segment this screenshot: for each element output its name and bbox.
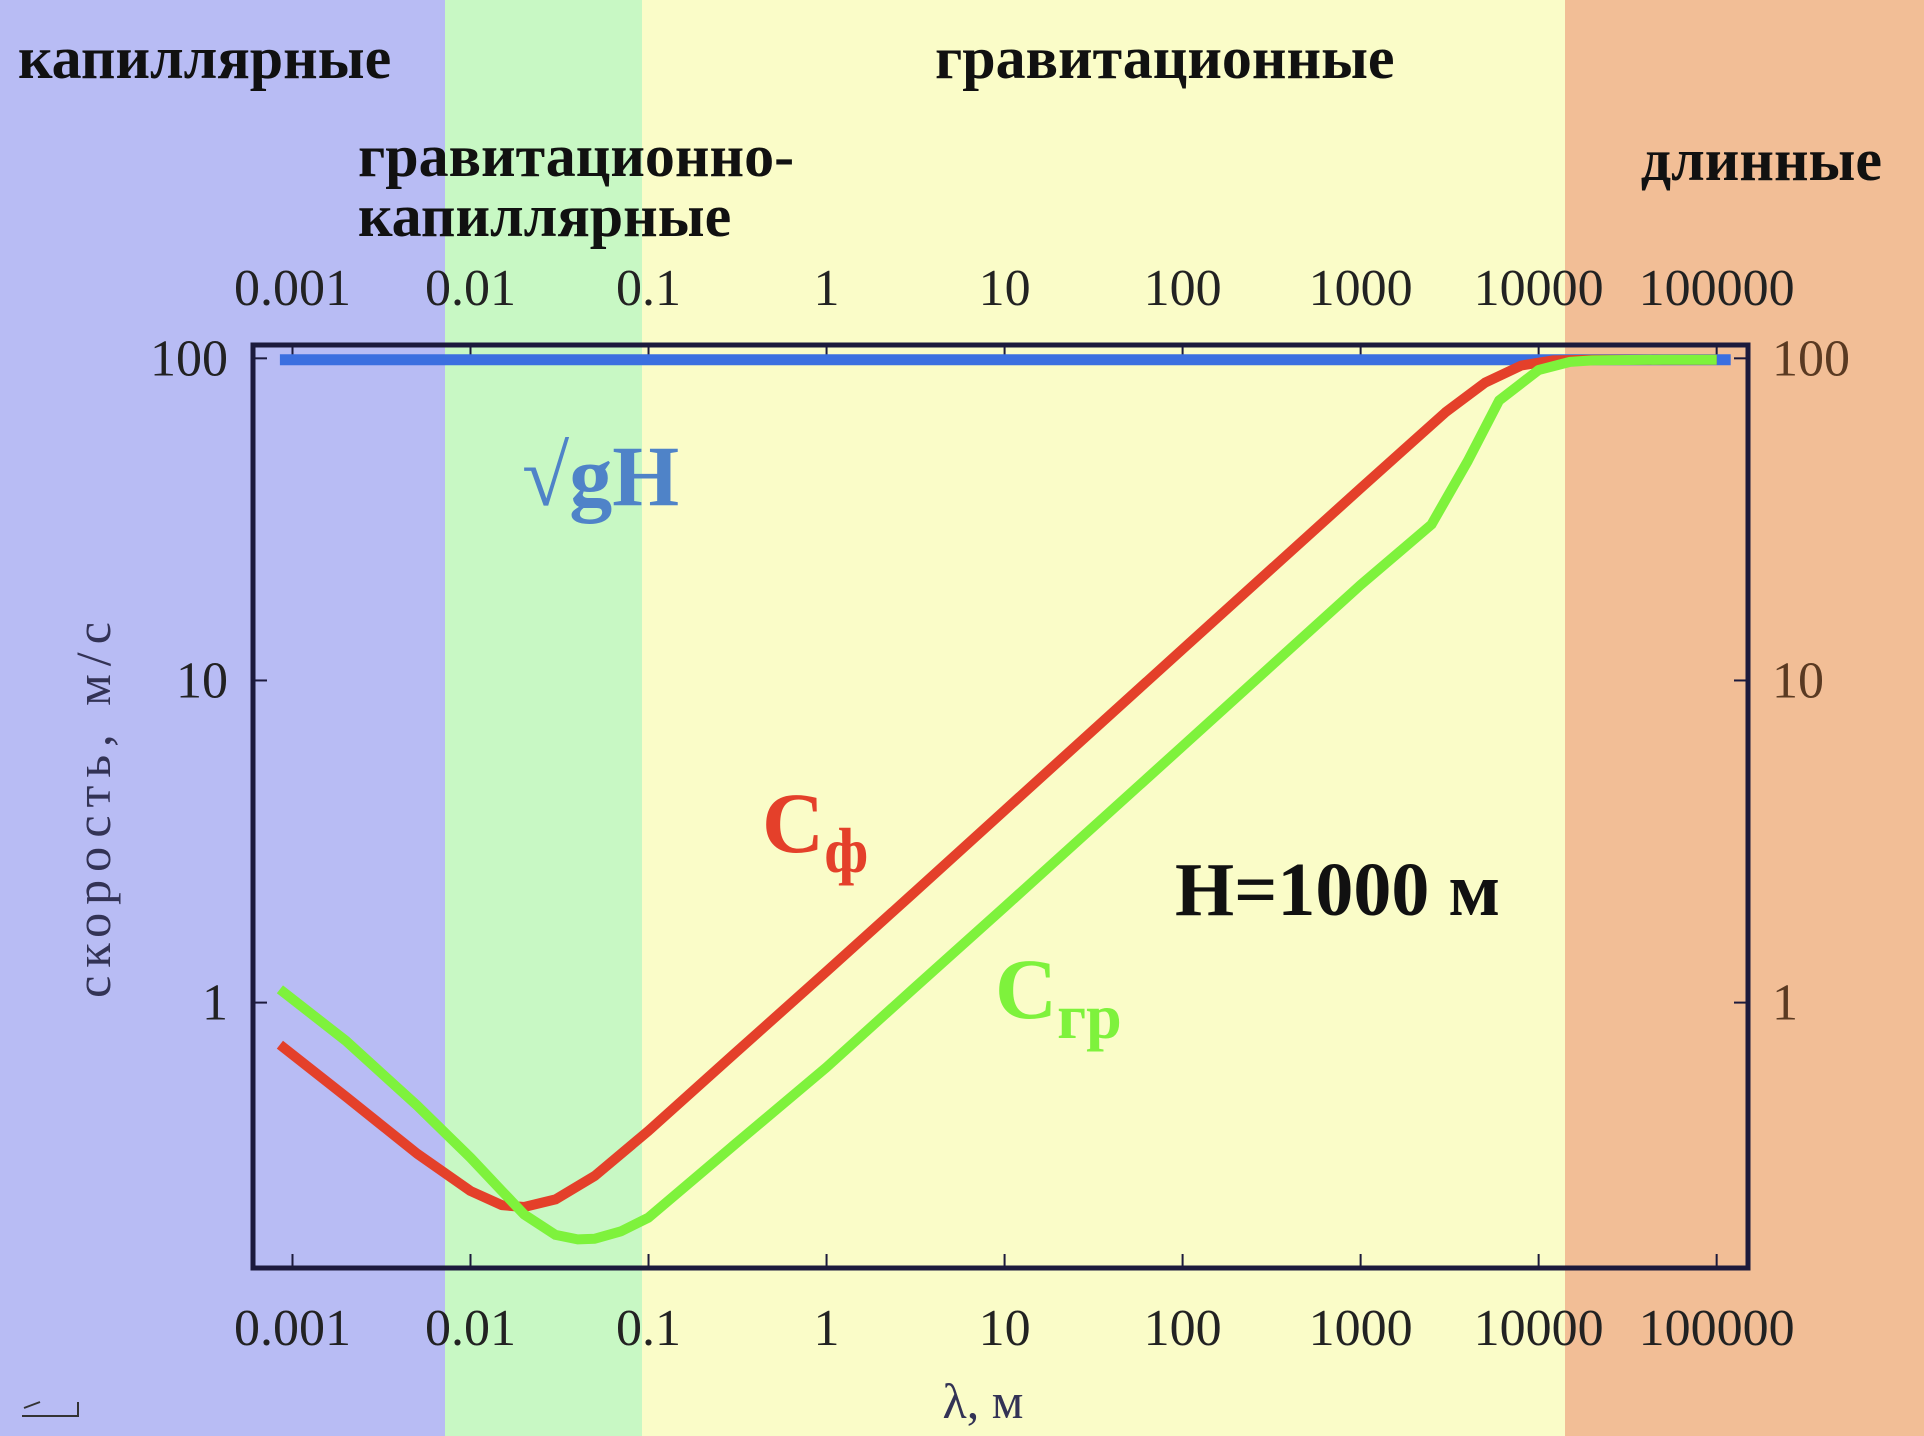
region-band-capillary — [0, 0, 445, 1436]
x-tick-bottom-label: 0.01 — [425, 1300, 516, 1357]
series-layer — [276, 354, 1731, 1245]
series-label-sqrt-gh: √gH — [522, 428, 679, 524]
series-label-c-phase: Cф — [762, 775, 868, 886]
x-axis-top: 0.001 0.01 0.1 1 10 100 1000 10000 100000 — [234, 260, 1795, 359]
x-tick-top-label: 1000 — [1309, 260, 1413, 317]
x-tick-bottom-label: 1 — [814, 1300, 840, 1357]
series-labels: √gH Cф Cгр — [522, 428, 1122, 1052]
region-title-gravity: гравитационные — [935, 25, 1395, 91]
series-line-c-group — [276, 354, 1717, 1245]
series-label-c-group-main: C — [995, 941, 1057, 1037]
y-axis-right: 1 10 100 — [1734, 330, 1850, 1032]
series-label-c-phase-sub: ф — [824, 815, 868, 886]
y-tick-left-label: 100 — [150, 330, 228, 387]
x-axis-title: λ, м — [943, 1373, 1024, 1429]
x-tick-bottom-label: 100000 — [1639, 1300, 1795, 1357]
series-line-c-phase — [276, 354, 1717, 1212]
y-tick-right-label: 10 — [1772, 652, 1824, 709]
series-label-c-group: Cгр — [995, 941, 1122, 1052]
region-titles: капиллярные гравитационно- капиллярные г… — [18, 25, 1882, 249]
x-tick-top-label: 10 — [979, 260, 1031, 317]
y-axis-left: 1 10 100 — [150, 330, 267, 1032]
y-tick-right-label: 100 — [1772, 330, 1850, 387]
x-tick-top-label: 0.1 — [616, 260, 681, 317]
x-tick-top-label: 0.01 — [425, 260, 516, 317]
region-title-gravity-capillary-line1: гравитационно- — [358, 123, 794, 189]
x-tick-top-label: 10000 — [1474, 260, 1604, 317]
depth-annotation: H=1000 м — [1175, 848, 1500, 932]
x-tick-top-label: 0.001 — [234, 260, 351, 317]
series-label-c-group-sub: гр — [1057, 981, 1122, 1052]
x-axis-bottom: 0.001 0.01 0.1 1 10 100 1000 10000 100000 — [234, 1254, 1795, 1357]
x-tick-bottom-label: 1000 — [1309, 1300, 1413, 1357]
series-label-c-phase-main: C — [762, 775, 824, 871]
region-title-capillary: капиллярные — [18, 25, 391, 91]
x-tick-bottom-label: 10000 — [1474, 1300, 1604, 1357]
x-tick-top-label: 100000 — [1639, 260, 1795, 317]
y-tick-left-label: 10 — [176, 652, 228, 709]
y-tick-left-label: 1 — [202, 975, 228, 1032]
x-tick-top-label: 1 — [814, 260, 840, 317]
x-tick-top-label: 100 — [1144, 260, 1222, 317]
y-axis-title: скорость, м/с — [65, 614, 121, 998]
y-tick-right-label: 1 — [1772, 975, 1798, 1032]
region-band-long — [1565, 0, 1924, 1436]
x-tick-bottom-label: 10 — [979, 1300, 1031, 1357]
x-tick-bottom-label: 0.1 — [616, 1300, 681, 1357]
plot-frame — [250, 342, 1751, 1271]
region-title-gravity-capillary-line2: капиллярные — [358, 183, 731, 249]
corner-mark-icon — [22, 1401, 79, 1417]
x-tick-bottom-label: 100 — [1144, 1300, 1222, 1357]
region-title-long: длинные — [1641, 127, 1882, 193]
x-tick-bottom-label: 0.001 — [234, 1300, 351, 1357]
